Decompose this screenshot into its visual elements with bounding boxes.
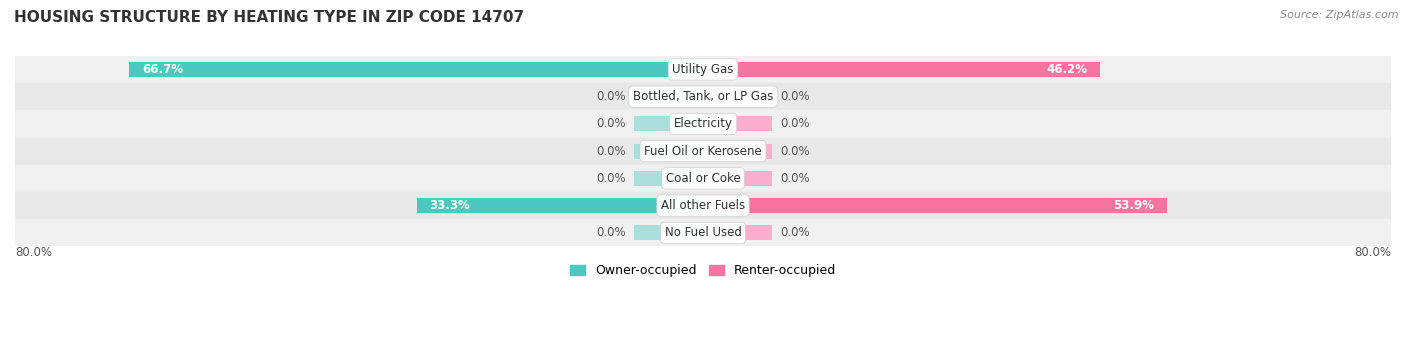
Text: Bottled, Tank, or LP Gas: Bottled, Tank, or LP Gas <box>633 90 773 103</box>
Text: 46.2%: 46.2% <box>1046 63 1087 76</box>
Text: No Fuel Used: No Fuel Used <box>665 226 741 239</box>
Text: Utility Gas: Utility Gas <box>672 63 734 76</box>
Bar <box>15 192 1391 219</box>
Bar <box>703 143 772 159</box>
Bar <box>15 110 1391 137</box>
Text: 33.3%: 33.3% <box>429 199 470 212</box>
Bar <box>15 219 1391 246</box>
Bar <box>15 137 1391 165</box>
Bar <box>703 198 1167 213</box>
Bar <box>129 62 703 77</box>
Legend: Owner-occupied, Renter-occupied: Owner-occupied, Renter-occupied <box>565 259 841 282</box>
Text: 0.0%: 0.0% <box>596 90 626 103</box>
Text: 0.0%: 0.0% <box>596 117 626 131</box>
Text: All other Fuels: All other Fuels <box>661 199 745 212</box>
Text: 0.0%: 0.0% <box>596 144 626 158</box>
Text: 53.9%: 53.9% <box>1112 199 1154 212</box>
Bar <box>15 56 1391 83</box>
Bar <box>634 89 703 104</box>
Text: 66.7%: 66.7% <box>142 63 183 76</box>
Text: HOUSING STRUCTURE BY HEATING TYPE IN ZIP CODE 14707: HOUSING STRUCTURE BY HEATING TYPE IN ZIP… <box>14 10 524 25</box>
Bar <box>703 171 772 186</box>
Text: Fuel Oil or Kerosene: Fuel Oil or Kerosene <box>644 144 762 158</box>
Bar <box>703 225 772 240</box>
Bar <box>15 83 1391 110</box>
Text: 0.0%: 0.0% <box>780 172 810 185</box>
Text: 0.0%: 0.0% <box>780 117 810 131</box>
Bar <box>634 143 703 159</box>
Text: 0.0%: 0.0% <box>596 172 626 185</box>
Text: 0.0%: 0.0% <box>780 226 810 239</box>
Bar <box>634 225 703 240</box>
Text: 80.0%: 80.0% <box>15 246 52 259</box>
Bar <box>703 62 1101 77</box>
Bar <box>634 171 703 186</box>
Text: 80.0%: 80.0% <box>1354 246 1391 259</box>
Text: Source: ZipAtlas.com: Source: ZipAtlas.com <box>1281 10 1399 20</box>
Text: Coal or Coke: Coal or Coke <box>665 172 741 185</box>
Text: 0.0%: 0.0% <box>596 226 626 239</box>
Bar <box>15 165 1391 192</box>
Bar <box>416 198 703 213</box>
Bar <box>634 116 703 131</box>
Text: Electricity: Electricity <box>673 117 733 131</box>
Bar <box>703 116 772 131</box>
Text: 0.0%: 0.0% <box>780 144 810 158</box>
Bar <box>703 89 772 104</box>
Text: 0.0%: 0.0% <box>780 90 810 103</box>
